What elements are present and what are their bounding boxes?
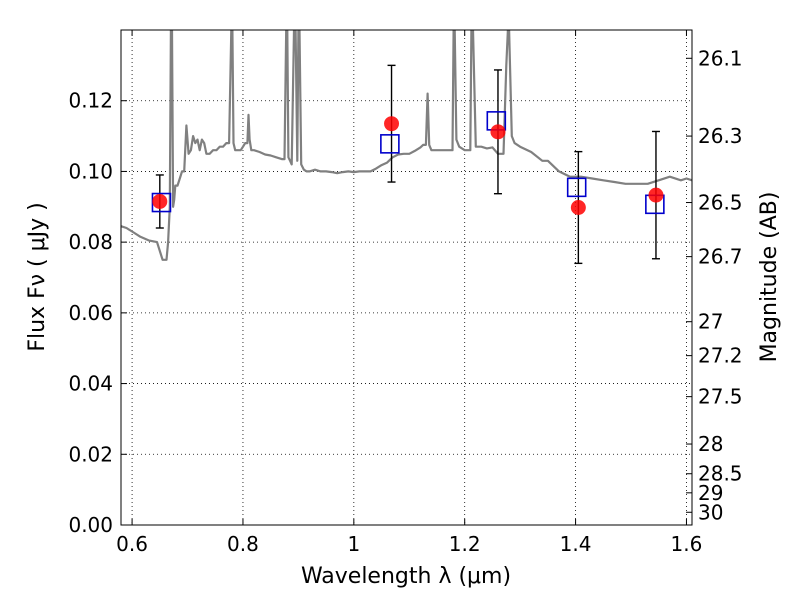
right-tick-label: 28.5: [698, 462, 743, 486]
spectrum-layer: [121, 30, 692, 261]
observed-point: [648, 187, 664, 203]
observed-points-layer: [152, 116, 664, 215]
model-point: [566, 177, 587, 198]
y-tick-label: 0.12: [68, 89, 113, 113]
observed-point: [152, 193, 168, 209]
grid: [121, 30, 692, 526]
right-tick-label: 29: [698, 481, 723, 505]
x-tick-label: 0.6: [116, 532, 148, 556]
x-axis-label: Wavelength λ (μm): [301, 564, 511, 589]
right-tick-label: 28: [698, 432, 723, 456]
model-point: [380, 134, 400, 154]
x-tick-label: 1.2: [449, 532, 481, 556]
right-tick-label: 27.2: [698, 344, 743, 368]
x-tick-label: 1: [347, 532, 360, 556]
y-tick-label: 0.02: [68, 442, 113, 466]
x-axis-ticks: 0.6 0.8 1 1.2 1.4 1.6: [116, 30, 702, 556]
right-tick-label: 27: [698, 310, 723, 334]
observed-point: [384, 116, 400, 132]
y-tick-label: 0.08: [68, 230, 113, 254]
y-tick-label: 0.04: [68, 372, 113, 396]
right-tick-label: 26.7: [698, 245, 743, 269]
observed-point: [490, 124, 506, 140]
x-tick-label: 0.8: [227, 532, 259, 556]
x-tick-label: 1.4: [560, 532, 592, 556]
y-axis-label-left: Flux Fν ( μJy ): [25, 202, 50, 351]
plot-frame: [120, 29, 693, 526]
y-axis-label-right: Magnitude (AB): [757, 192, 782, 363]
observed-point: [570, 199, 586, 215]
y-axis-ticks: 0.00 0.02 0.04 0.06 0.08 0.10 0.12: [68, 89, 127, 537]
right-tick-label: 26.1: [698, 46, 743, 70]
spectrum-line: [121, 30, 692, 261]
right-tick-label: 30: [698, 500, 723, 524]
y-tick-label: 0.10: [68, 159, 113, 183]
x-tick-label: 1.6: [671, 532, 703, 556]
right-tick-label: 27.5: [698, 385, 743, 409]
right-tick-label: 26.3: [698, 124, 743, 148]
y-tick-label: 0.06: [68, 301, 113, 325]
y-tick-label: 0.00: [68, 513, 113, 537]
right-tick-label: 26.5: [698, 191, 743, 215]
